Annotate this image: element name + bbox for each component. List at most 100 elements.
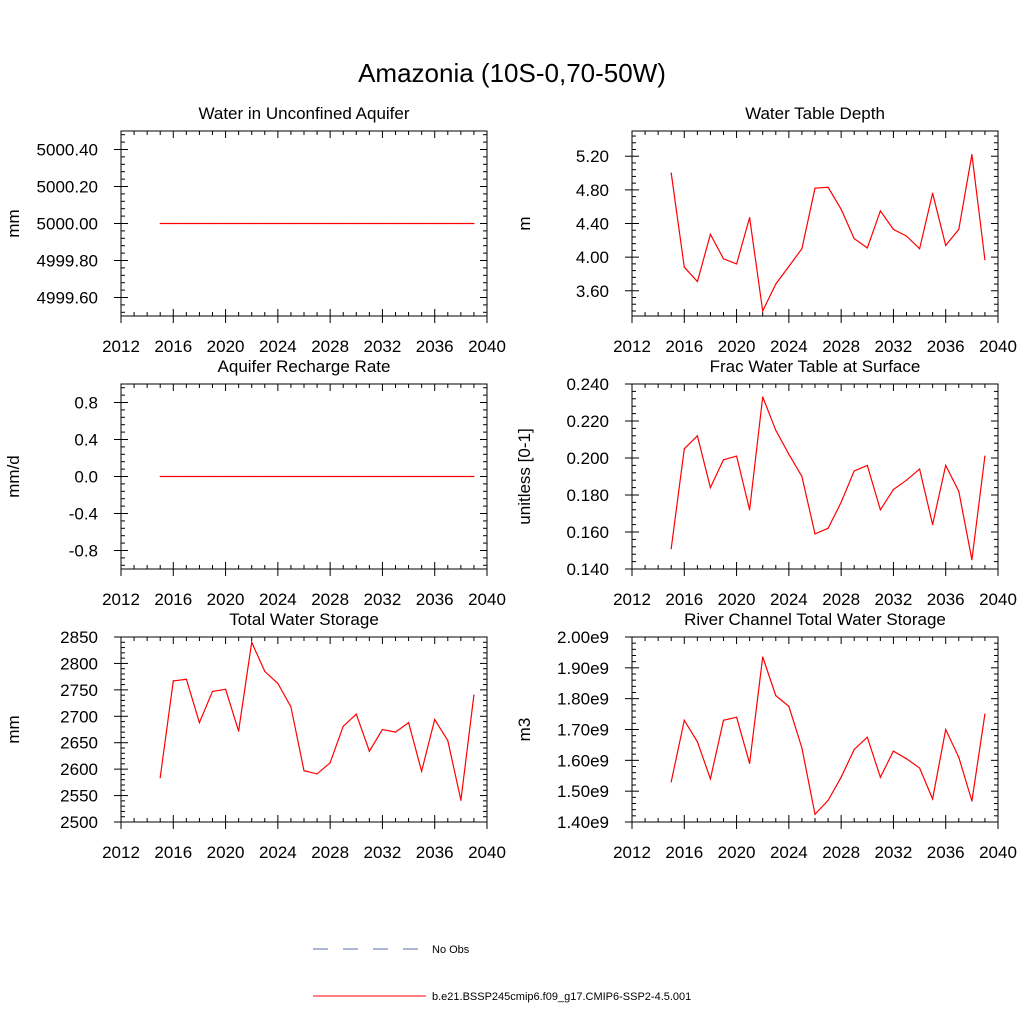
y-tick-label: 0.0: [74, 468, 98, 487]
data-point: [801, 475, 803, 478]
x-tick-label: 2024: [259, 843, 297, 862]
x-tick-label: 2028: [822, 590, 860, 609]
panel-water-in-unconfined-aquifer: Water in Unconfined Aquifer mm 2012 2016 202…: [4, 104, 506, 356]
data-point: [788, 453, 790, 455]
y-tick-label: 0.4: [74, 431, 98, 450]
data-point: [775, 429, 777, 431]
data-point: [447, 740, 449, 742]
y-tick-label: 2550: [60, 787, 98, 806]
data-point: [801, 747, 803, 749]
data-point: [290, 706, 292, 708]
data-point: [696, 741, 698, 743]
data-point: [696, 280, 698, 283]
y-tick-label: 2500: [60, 813, 98, 832]
data-point: [473, 694, 475, 696]
data-point: [224, 688, 227, 690]
panel-title: Total Water Storage: [229, 610, 379, 629]
data-point: [211, 222, 214, 225]
data-point: [172, 222, 174, 225]
series-line: [159, 640, 475, 801]
data-point: [303, 222, 305, 225]
data-point: [879, 776, 881, 778]
series-line: [670, 656, 986, 816]
data-point: [958, 756, 960, 758]
data-point: [840, 208, 842, 210]
x-tick-label: 2012: [102, 337, 140, 356]
data-point: [788, 705, 790, 707]
data-point: [211, 475, 214, 478]
y-tick-label: 0.240: [566, 375, 609, 394]
data-point: [251, 641, 253, 643]
x-tick-label: 2024: [770, 843, 808, 862]
data-point: [722, 459, 725, 461]
data-point: [277, 222, 279, 225]
data-point: [434, 718, 436, 721]
data-point: [879, 210, 881, 212]
data-point: [185, 475, 187, 478]
x-tick-label: 2024: [770, 590, 808, 609]
x-tick-label: 2020: [718, 337, 756, 356]
y-tick-label: 0.200: [566, 449, 609, 468]
data-point: [421, 475, 423, 478]
x-tick-label: 2016: [154, 337, 192, 356]
data-point: [814, 533, 816, 535]
data-point: [683, 448, 685, 450]
data-point: [971, 153, 973, 156]
x-tick-label: 2020: [718, 843, 756, 862]
data-point: [355, 713, 357, 715]
data-point: [945, 244, 947, 246]
data-point: [407, 475, 410, 478]
y-tick-label: 2800: [60, 654, 98, 673]
y-tick-label: 0.180: [566, 486, 609, 505]
data-point: [329, 222, 331, 225]
x-tick-label: 2032: [875, 843, 913, 862]
data-point: [290, 475, 292, 478]
data-point: [709, 778, 712, 780]
panels: Water in Unconfined Aquifer mm 2012 2016 202…: [4, 104, 1017, 862]
x-tick-label: 2020: [207, 590, 245, 609]
x-tick-label: 2024: [770, 337, 808, 356]
data-point: [421, 770, 423, 772]
data-point: [264, 475, 266, 478]
data-point: [238, 475, 240, 478]
x-tick-label: 2016: [665, 843, 703, 862]
legend: No Obs b.e21.BSSP245cmip6.f09_g17.CMIP6-…: [313, 944, 691, 1003]
data-point: [224, 222, 227, 225]
x-tick-label: 2040: [468, 843, 506, 862]
y-axis-label: mm/d: [4, 455, 23, 498]
y-axis-label: mm: [4, 715, 23, 743]
y-axis-label: unitless [0-1]: [515, 428, 534, 524]
data-point: [932, 524, 934, 526]
x-tick-label: 2012: [102, 590, 140, 609]
data-point: [749, 762, 751, 765]
data-point: [866, 464, 868, 466]
data-point: [329, 762, 331, 764]
x-tick-label: 2020: [718, 590, 756, 609]
data-point: [342, 725, 344, 727]
data-point: [460, 799, 462, 801]
data-point: [866, 247, 868, 249]
x-tick-label: 2016: [665, 337, 703, 356]
data-point: [198, 222, 201, 225]
data-point: [447, 475, 449, 478]
data-point: [473, 222, 475, 225]
data-point: [971, 559, 973, 561]
y-tick-label: 4.80: [576, 181, 609, 200]
data-point: [840, 776, 842, 778]
data-point: [394, 731, 397, 733]
series-line: [670, 154, 986, 314]
x-tick-label: 2032: [364, 590, 402, 609]
data-point: [958, 228, 960, 230]
plot-frame: [631, 636, 999, 823]
data-point: [394, 222, 397, 225]
data-point: [159, 222, 161, 225]
data-point: [172, 680, 174, 682]
x-tick-label: 2016: [665, 590, 703, 609]
data-point: [984, 713, 986, 715]
x-tick-label: 2032: [875, 337, 913, 356]
data-point: [892, 750, 895, 752]
x-tick-label: 2012: [102, 843, 140, 862]
data-point: [683, 266, 685, 268]
data-point: [460, 222, 462, 225]
data-point: [368, 475, 370, 478]
